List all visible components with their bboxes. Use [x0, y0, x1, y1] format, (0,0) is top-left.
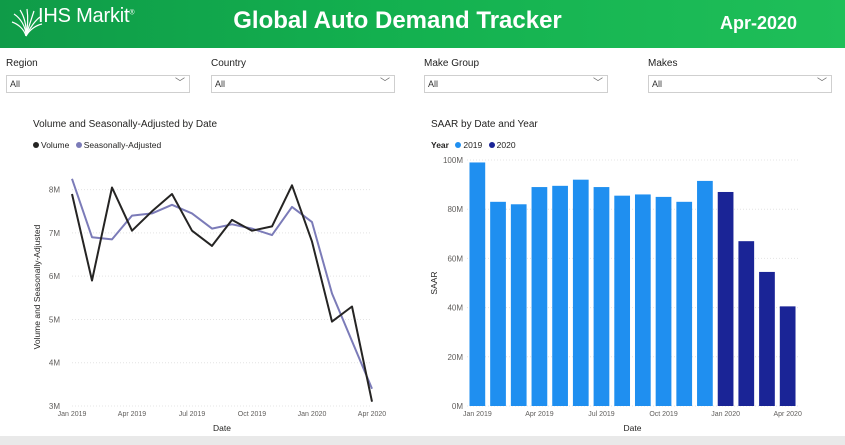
x-tick-label: Jan 2020	[711, 411, 740, 418]
y-tick-label: 100M	[443, 156, 463, 165]
bar-2019-2019-11	[676, 201, 693, 406]
legend-2019-marker	[455, 142, 462, 148]
bar-2019-2019-04	[531, 187, 548, 406]
bar-2020-2020-02	[738, 241, 755, 406]
bar-2019-2019-02	[490, 201, 506, 406]
line-chart[interactable]: 3M 4M 5M 6M 7M 8M Jan 2019 Apr 2019 Jul 2019 Oct …	[0, 148, 420, 438]
legend-title-year: Year	[431, 140, 449, 150]
page-title: Global Auto Demand Tracker	[233, 7, 562, 34]
x-tick-label: Jan 2019	[58, 411, 87, 418]
filter-label-region: Region	[6, 58, 38, 69]
legend-2020-label: 2020	[496, 140, 516, 150]
series-line-seasonally-adjusted	[71, 178, 373, 390]
legend-seasonally-adjusted-label: Seasonally-Adjusted	[83, 140, 162, 150]
y-tick-label: 0M	[452, 402, 463, 411]
x-axis-label: Date	[213, 423, 231, 433]
bar-chart-title: SAAR by Date and Year	[431, 119, 538, 130]
filter-label-makes: Makes	[648, 58, 678, 69]
x-tick-label: Jul 2019	[179, 411, 206, 418]
x-tick-label: Jul 2019	[588, 411, 615, 418]
legend-2020-marker	[488, 142, 495, 148]
bar-chart-legend: Year 2019 2020	[431, 140, 516, 150]
y-tick-label: 5M	[49, 315, 60, 324]
x-tick-label: Oct 2019	[238, 411, 267, 418]
filter-region: Region All ﹀	[6, 58, 190, 93]
bar-2019-2019-08	[614, 195, 631, 406]
bar-2019-2019-10	[655, 196, 672, 406]
filter-make-group: Make Group All ﹀	[424, 58, 608, 93]
bar-2019-2019-12	[697, 180, 713, 406]
bar-2019-2019-05	[552, 185, 568, 406]
legend-volume-marker	[33, 142, 39, 148]
x-axis-label: Date	[624, 423, 642, 433]
filter-label-country: Country	[211, 58, 247, 69]
chevron-down-icon: ﹀	[817, 78, 827, 89]
make-group-dropdown-value: All	[428, 79, 439, 89]
y-tick-label: 3M	[49, 402, 60, 411]
x-tick-label: Apr 2019	[525, 411, 554, 418]
bar-2019-2019-03	[510, 204, 527, 406]
bar-chart[interactable]: 0M 20M 40M 60M 80M 100M Jan 2019 Apr 2019 Jul 20…	[420, 148, 840, 438]
bar-2020-2020-03	[759, 271, 775, 406]
y-tick-label: 80M	[447, 205, 463, 214]
y-tick-label: 60M	[447, 254, 463, 263]
line-chart-legend: Volume Seasonally-Adjusted	[33, 140, 161, 150]
filter-makes: Makes All ﹀	[648, 58, 832, 93]
y-axis-label: Volume and Seasonally-Adjusted	[32, 224, 42, 349]
legend-seasonally-adjusted-marker	[75, 142, 82, 148]
logo-text: IHS Markit®	[38, 5, 135, 27]
x-tick-label: Apr 2020	[773, 411, 802, 418]
x-tick-label: Jan 2020	[298, 411, 327, 418]
y-tick-label: 40M	[447, 304, 463, 313]
make-group-dropdown[interactable]: All ﹀	[424, 75, 608, 93]
region-dropdown[interactable]: All ﹀	[6, 75, 190, 93]
x-tick-label: Apr 2020	[358, 411, 387, 418]
bar-2019-2019-01	[469, 162, 486, 406]
country-dropdown[interactable]: All ﹀	[211, 75, 395, 93]
report-date: Apr-2020	[719, 13, 797, 33]
bar-2019-2019-07	[593, 187, 610, 406]
bar-2019-2019-06	[572, 179, 589, 406]
filter-label-make-group: Make Group	[424, 58, 480, 69]
country-dropdown-value: All	[215, 79, 226, 89]
y-tick-label: 6M	[49, 272, 60, 281]
x-tick-label: Jan 2019	[463, 411, 492, 418]
y-tick-label: 20M	[447, 353, 463, 362]
line-chart-title: Volume and Seasonally-Adjusted by Date	[33, 119, 218, 130]
region-dropdown-value: All	[10, 79, 21, 89]
chevron-down-icon: ﹀	[175, 78, 185, 89]
makes-dropdown-value: All	[652, 79, 663, 89]
ihs-markit-logo-icon	[11, 8, 43, 37]
header-bar: IHS Markit® Global Auto Demand Tracker A…	[0, 0, 845, 48]
bottom-scrollbar[interactable]	[0, 436, 845, 445]
filter-country: Country All ﹀	[211, 58, 395, 93]
chevron-down-icon: ﹀	[380, 78, 390, 89]
y-axis-label: SAAR	[429, 271, 439, 294]
y-tick-label: 4M	[49, 359, 60, 368]
bar-2020-2020-01	[717, 191, 734, 406]
chevron-down-icon: ﹀	[593, 78, 603, 89]
x-tick-label: Oct 2019	[649, 411, 678, 418]
makes-dropdown[interactable]: All ﹀	[648, 75, 832, 93]
bar-2020-2020-04	[779, 306, 796, 406]
bar-2019-2019-09	[634, 194, 651, 406]
y-tick-label: 7M	[49, 229, 60, 238]
legend-volume-label: Volume	[41, 140, 70, 150]
x-tick-label: Apr 2019	[118, 411, 147, 418]
y-tick-label: 8M	[49, 186, 60, 195]
series-line-volume	[71, 184, 373, 402]
legend-2019-label: 2019	[463, 140, 483, 150]
